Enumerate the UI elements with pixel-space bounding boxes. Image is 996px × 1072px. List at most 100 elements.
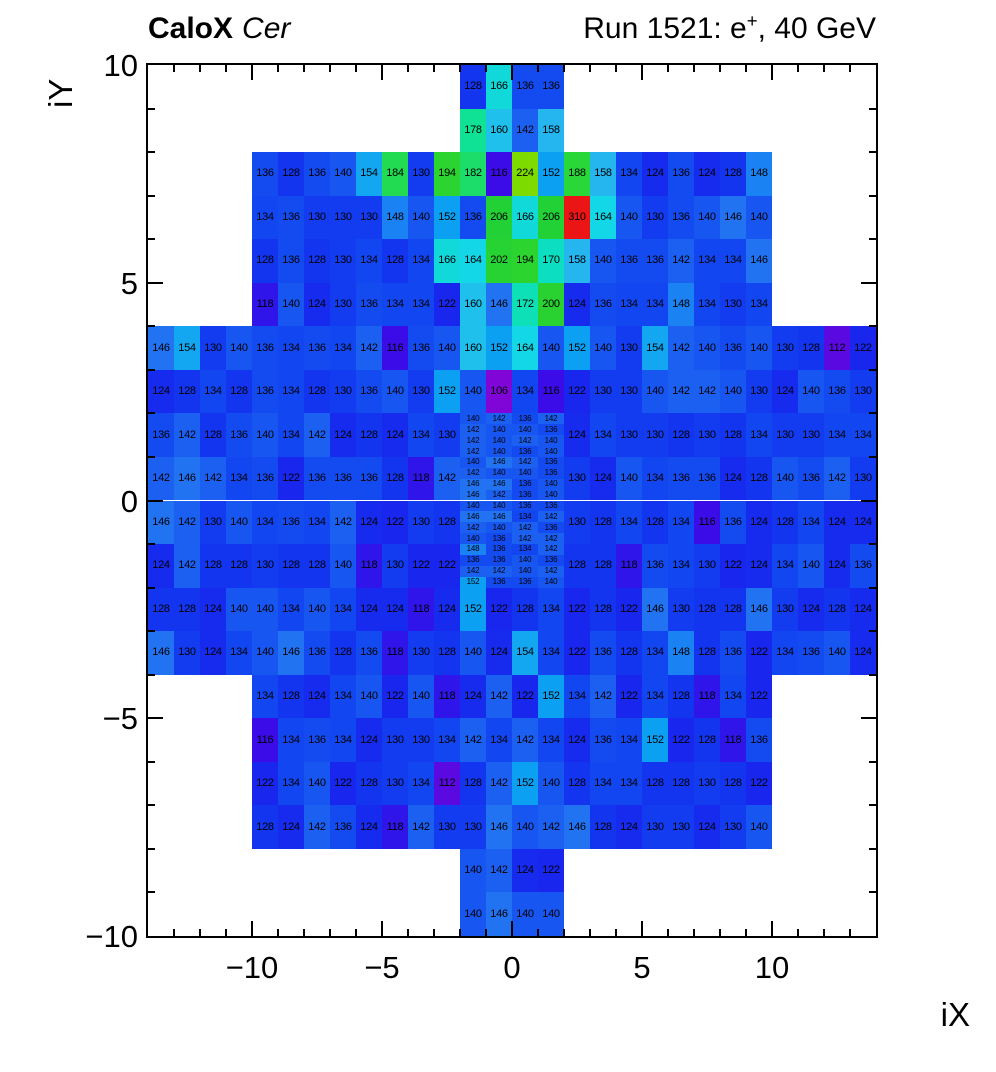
heatmap-cell: 140	[278, 282, 304, 327]
heatmap-cell: 136	[252, 369, 278, 414]
axis-tick	[869, 412, 876, 415]
heatmap-fine-cell: 142	[460, 435, 486, 447]
heatmap-cell: 128	[434, 500, 460, 545]
heatmap-cell: 136	[642, 544, 668, 588]
heatmap-cell: 134	[434, 718, 460, 762]
heatmap-cell: 142	[174, 544, 200, 588]
heatmap-cell: 128	[226, 544, 252, 588]
heatmap-cell: 130	[668, 805, 694, 849]
heatmap-cell: 124	[148, 544, 174, 588]
heatmap-cell: 142	[304, 413, 330, 457]
heatmap-cell: 140	[746, 195, 772, 240]
heatmap-cell: 122	[746, 631, 772, 675]
heatmap-cell: 122	[668, 718, 694, 762]
axis-tick	[459, 929, 461, 936]
axis-tick	[745, 929, 747, 936]
heatmap-cell: 136	[304, 631, 330, 675]
heatmap-cell: 134	[278, 718, 304, 762]
heatmap-cell: 124	[382, 413, 408, 457]
heatmap-cell: 142	[408, 805, 434, 849]
heatmap-fine-cell: 142	[460, 565, 486, 577]
heatmap-cell: 136	[304, 456, 330, 501]
heatmap-cell: 128	[642, 500, 668, 545]
heatmap-cell: 136	[538, 65, 564, 109]
heatmap-cell: 118	[356, 544, 382, 588]
heatmap-cell: 130	[590, 369, 616, 414]
heatmap-cell: 130	[408, 631, 434, 675]
heatmap-cell: 128	[174, 587, 200, 632]
heatmap-cell: 130	[798, 413, 824, 457]
heatmap-cell: 134	[746, 413, 772, 457]
heatmap-fine-cell: 136	[538, 424, 564, 436]
heatmap-cell: 146	[564, 805, 590, 849]
heatmap-cell: 134	[616, 761, 642, 806]
heatmap-cell: 146	[174, 456, 200, 501]
heatmap-cell: 152	[460, 587, 486, 632]
axis-tick	[173, 65, 175, 72]
heatmap-cell: 136	[252, 456, 278, 501]
axis-tick	[869, 151, 876, 154]
heatmap-cell: 124	[772, 369, 798, 414]
axis-tick	[148, 368, 155, 371]
heatmap-cell: 134	[668, 500, 694, 545]
heatmap-cell: 118	[252, 282, 278, 327]
heatmap-cell: 134	[824, 413, 850, 457]
heatmap-cell: 130	[330, 239, 356, 283]
heatmap-cell: 124	[434, 587, 460, 632]
heatmap-cell: 142	[200, 456, 226, 501]
heatmap-cell: 124	[564, 413, 590, 457]
heatmap-cell: 188	[564, 152, 590, 196]
heatmap-cell: 160	[460, 326, 486, 370]
axis-tick	[861, 717, 876, 720]
axis-tick	[869, 194, 876, 197]
heatmap-cell: 136	[278, 195, 304, 240]
heatmap-cell: 128	[148, 587, 174, 632]
heatmap-cell: 136	[642, 239, 668, 283]
heatmap-cell: 130	[694, 413, 720, 457]
axis-tick	[869, 847, 876, 850]
heatmap-fine-cell: 146	[486, 478, 512, 490]
heatmap-cell: 194	[434, 152, 460, 196]
heatmap-cell: 134	[590, 413, 616, 457]
heatmap-cell: 124	[746, 544, 772, 588]
axis-tick	[199, 65, 201, 72]
heatmap-cell: 128	[278, 544, 304, 588]
heatmap-plot-area: 128 166 136 136 178 160 142 158 136 128 136 140 154 1…	[148, 65, 876, 936]
heatmap-cell: 134	[642, 674, 668, 719]
heatmap-cell: 128	[304, 369, 330, 414]
heatmap-cell: 140	[226, 326, 252, 370]
heatmap-cell: 128	[824, 587, 850, 632]
heatmap-cell: 130	[356, 195, 382, 240]
axis-tick	[869, 630, 876, 633]
heatmap-cell: 140	[798, 544, 824, 588]
heatmap-cell: 154	[512, 631, 538, 675]
heatmap-cell: 136	[746, 718, 772, 762]
y-tick-label: −5	[102, 701, 138, 737]
heatmap-cell: 136	[148, 413, 174, 457]
heatmap-cell: 134	[304, 500, 330, 545]
heatmap-cell: 124	[746, 500, 772, 545]
heatmap-fine-cell: 146	[460, 511, 486, 523]
axis-tick	[148, 673, 155, 676]
heatmap-cell: 130	[642, 413, 668, 457]
axis-tick	[861, 499, 876, 502]
heatmap-cell: 122	[564, 587, 590, 632]
heatmap-fine-cell: 140	[538, 489, 564, 501]
heatmap-cell: 128	[330, 631, 356, 675]
axis-tick	[537, 929, 539, 936]
axis-tick	[869, 891, 876, 894]
heatmap-cell: 136	[304, 718, 330, 762]
axis-tick	[148, 543, 155, 546]
heatmap-fine-cell: 136	[460, 554, 486, 566]
y-tick-label: 0	[120, 483, 138, 519]
heatmap-fine-cell: 136	[538, 456, 564, 468]
axis-tick	[511, 921, 513, 936]
axis-tick	[148, 412, 155, 415]
heatmap-cell: 134	[668, 544, 694, 588]
axis-tick	[869, 673, 876, 676]
heatmap-cell: 118	[408, 587, 434, 632]
heatmap-cell: 128	[642, 761, 668, 806]
heatmap-cell: 130	[616, 413, 642, 457]
heatmap-cell: 134	[720, 239, 746, 283]
axis-tick	[693, 65, 695, 72]
